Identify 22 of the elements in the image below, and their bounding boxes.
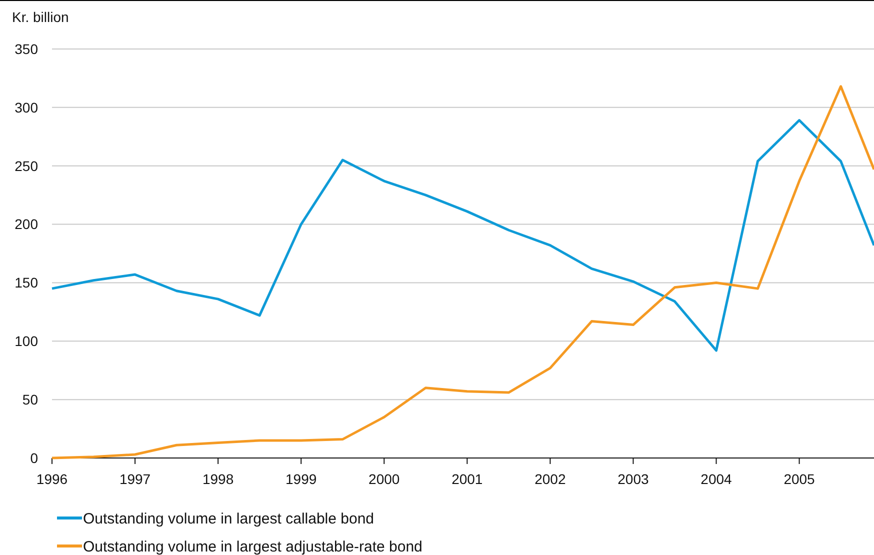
x-tick-label: 2004 xyxy=(700,471,732,487)
x-tick-label: 2000 xyxy=(368,471,400,487)
legend-label: Outstanding volume in largest adjustable-rate bond xyxy=(83,538,422,555)
x-tick-label: 2002 xyxy=(534,471,566,487)
y-tick-label: 0 xyxy=(30,450,38,466)
y-axis-title: Kr. billion xyxy=(12,9,69,25)
x-tick-label: 1999 xyxy=(286,471,317,487)
x-tick-label: 2003 xyxy=(618,471,649,487)
line-series xyxy=(50,119,874,352)
x-tick-label: 1998 xyxy=(202,471,234,487)
x-tick-label: 2005 xyxy=(784,471,816,487)
y-tick-label: 200 xyxy=(14,216,38,232)
x-tick-label: 2001 xyxy=(452,471,483,487)
y-tick-label: 250 xyxy=(14,158,38,174)
y-tick-label: 350 xyxy=(14,40,38,57)
y-tick-label: 150 xyxy=(14,274,38,291)
y-tick-label: 300 xyxy=(14,99,38,116)
legend-label: Outstanding volume in largest callable bond xyxy=(83,510,374,528)
x-tick-label: 1996 xyxy=(36,471,68,487)
x-tick-label: 1997 xyxy=(119,471,151,487)
y-tick-label: 100 xyxy=(14,333,38,350)
y-tick-label: 50 xyxy=(22,391,38,408)
